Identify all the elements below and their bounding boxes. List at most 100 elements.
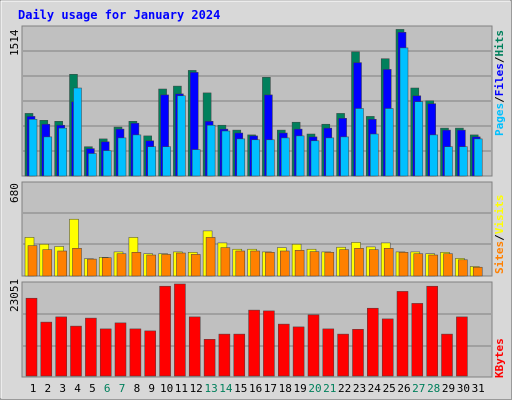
pages-bar (281, 137, 290, 177)
hits-bars (24, 29, 483, 177)
kbytes-bar (99, 328, 112, 377)
kbytes-bar (381, 318, 394, 377)
legend-files: Files (493, 63, 506, 96)
legend-sep: / (493, 234, 506, 241)
pages-bar (295, 135, 305, 177)
day-label: 2 (44, 382, 51, 395)
sites-bar (398, 252, 409, 277)
day-label: 8 (134, 382, 141, 395)
day-label: 5 (89, 382, 96, 395)
sites-bar (146, 254, 156, 277)
kbytes-bar (40, 321, 53, 377)
kbytes-bar (129, 328, 142, 377)
sites-bar (220, 247, 231, 277)
pages-bar (444, 146, 453, 177)
pages-bar (384, 108, 394, 177)
legend-hits: Hits (493, 30, 506, 57)
sites-bar (72, 248, 82, 277)
kbytes-bar (25, 297, 38, 377)
sites-bar (101, 257, 112, 277)
day-label: 29 (442, 382, 455, 395)
kbytes-scale-label: 23051 (8, 279, 21, 312)
sites-bar (354, 248, 364, 277)
pages-bar (221, 130, 231, 177)
sites-bar (265, 252, 275, 277)
day-label: 15 (234, 382, 247, 395)
day-label: 18 (279, 382, 292, 395)
sites-bar (27, 245, 38, 277)
pages-bar (325, 137, 335, 177)
sites-bar (250, 250, 260, 277)
day-label: 22 (338, 382, 351, 395)
sites-bar (190, 254, 201, 277)
day-label: 28 (427, 382, 440, 395)
kbytes-bar (396, 291, 409, 377)
sites-bar (309, 251, 320, 277)
sites-bar (116, 253, 127, 277)
kbytes-bar (441, 333, 453, 377)
pages-bar (162, 146, 171, 177)
legend-sites: Sites (493, 241, 506, 274)
pages-bar (355, 108, 364, 177)
kbytes-bar (263, 310, 275, 377)
pages-bar (117, 137, 127, 177)
day-label: 19 (293, 382, 306, 395)
kbytes-bar (307, 314, 320, 377)
kbytes-bar (248, 309, 260, 377)
legend-kbytes: KBytes (493, 338, 506, 378)
pages-bar (414, 101, 424, 177)
day-label: 12 (190, 382, 203, 395)
sites-bar (458, 259, 468, 277)
pages-bar (251, 139, 260, 177)
day-label: 16 (249, 382, 262, 395)
kbytes-bar (278, 323, 290, 377)
pages-bar (473, 138, 483, 177)
kbytes-bar (411, 303, 424, 377)
day-label: 23 (353, 382, 366, 395)
pages-bar (88, 153, 97, 177)
sites-bar (413, 253, 424, 277)
pages-bar (28, 119, 38, 177)
pages-bar (132, 134, 142, 177)
day-label: 24 (368, 382, 382, 395)
legend-pages: Pages (493, 103, 506, 136)
kbytes-bar (203, 339, 216, 377)
kbytes-bar (292, 326, 305, 377)
sites-bar (42, 249, 53, 277)
pages-bar (177, 95, 186, 177)
kbytes-bars (25, 283, 468, 377)
legend-hits-files-pages: Pages/Files/Hits (493, 30, 506, 136)
sites-bar (472, 266, 483, 277)
kbytes-bar (188, 316, 201, 377)
day-label: 27 (412, 382, 425, 395)
pages-bar (206, 124, 216, 177)
sites-bar (280, 250, 290, 277)
visits-bars (24, 218, 483, 277)
kbytes-bar (456, 316, 468, 377)
pages-bar (429, 134, 438, 177)
kbytes-bar (55, 316, 67, 377)
sites-bar (57, 250, 67, 277)
sites-bar (339, 249, 349, 277)
day-label: 17 (264, 382, 277, 395)
pages-bar (191, 149, 201, 177)
legend-sep: / (493, 56, 506, 63)
day-label: 10 (160, 382, 173, 395)
sites-bar (176, 252, 186, 277)
day-label: 1 (30, 382, 37, 395)
pages-bar (310, 140, 320, 177)
day-label: 30 (457, 382, 470, 395)
sites-bar (131, 252, 142, 277)
day-label: 7 (119, 382, 126, 395)
pages-bar (370, 133, 379, 177)
pages-bar (58, 127, 67, 177)
day-label: 11 (175, 382, 188, 395)
sites-bar (161, 254, 171, 277)
pages-bar (266, 139, 275, 177)
x-axis-day-labels: 1 2 3 4 5 6 7 8 9 10 11 12 13 14 15 16 17 18 19 20 21 22 23 24 2… (30, 382, 485, 395)
sites-bar (87, 258, 97, 277)
day-label: 25 (383, 382, 396, 395)
sites-bar (205, 237, 216, 277)
day-label: 31 (472, 382, 485, 395)
